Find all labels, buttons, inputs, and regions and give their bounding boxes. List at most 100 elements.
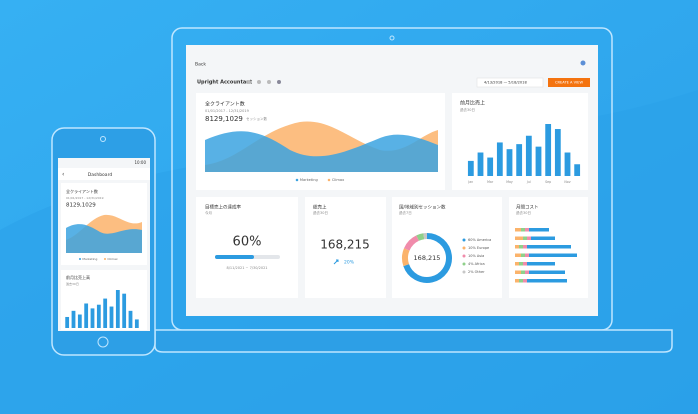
bar bbox=[564, 152, 571, 176]
panel-title: 前月比売上 bbox=[460, 100, 485, 107]
sales-total: 168,215 bbox=[320, 238, 370, 252]
legend-swatch bbox=[327, 178, 331, 182]
cost-segment bbox=[515, 279, 519, 283]
cost-segment bbox=[521, 270, 525, 274]
legend-label: Climax bbox=[332, 178, 345, 182]
icon[interactable] bbox=[247, 80, 251, 84]
legend-swatch bbox=[462, 246, 466, 250]
panel bbox=[196, 197, 298, 298]
date-range: 4/13/2018 — 5/18/2018 bbox=[484, 81, 527, 85]
bar bbox=[65, 316, 70, 328]
cost-segment bbox=[525, 270, 529, 274]
legend-label: Climax bbox=[107, 257, 118, 261]
legend-label: 10% Asia bbox=[468, 254, 484, 258]
cost-segment bbox=[527, 236, 531, 240]
camera bbox=[389, 35, 395, 41]
cost-segment bbox=[515, 228, 521, 232]
bar bbox=[477, 152, 484, 176]
donut-segment bbox=[403, 233, 452, 283]
panel-title: 国/地域別セッション数 bbox=[399, 204, 446, 211]
legend-label: 4% Africa bbox=[468, 262, 485, 266]
cost-segment bbox=[523, 236, 527, 240]
card-title: 前月比売上高 bbox=[66, 274, 90, 280]
phone-speaker bbox=[100, 136, 106, 142]
panel-subtitle: 過去30日 bbox=[516, 210, 531, 215]
bar bbox=[109, 306, 114, 328]
home-button bbox=[97, 336, 109, 348]
legend-label: 60% America bbox=[468, 238, 491, 242]
panel-subtitle: 今月 bbox=[205, 210, 212, 215]
x-tick-label: Nov bbox=[564, 180, 570, 184]
legend-label: 2% Other bbox=[468, 270, 485, 274]
cost-segment bbox=[529, 228, 549, 232]
cost-segment bbox=[521, 228, 525, 232]
cost-segment bbox=[531, 236, 555, 240]
bar bbox=[545, 124, 552, 176]
laptop-base bbox=[154, 329, 673, 353]
icon[interactable] bbox=[257, 80, 261, 84]
bar bbox=[103, 298, 108, 328]
cost-segment bbox=[527, 279, 567, 283]
legend-swatch bbox=[462, 262, 466, 266]
bar bbox=[525, 135, 532, 176]
x-tick-label: Mar bbox=[487, 180, 494, 184]
card-total: 8129,1029 bbox=[66, 203, 96, 209]
back-link[interactable]: Back bbox=[195, 62, 206, 68]
donut-segment bbox=[416, 233, 425, 241]
bar bbox=[506, 149, 513, 176]
cost-segment bbox=[519, 279, 523, 283]
cost-segment bbox=[515, 253, 521, 257]
trend-arrow bbox=[333, 259, 339, 265]
legend-swatch bbox=[462, 254, 466, 258]
panel-subtitle: 過去30日 bbox=[313, 210, 328, 215]
progress-bar bbox=[215, 255, 254, 259]
cost-segment bbox=[529, 270, 565, 274]
panel-subtitle: 過去7日 bbox=[399, 210, 412, 215]
legend-label: 10% Europe bbox=[468, 246, 489, 250]
user-icon[interactable] bbox=[580, 60, 586, 66]
bar bbox=[554, 129, 561, 176]
legend-swatch bbox=[462, 238, 466, 242]
cost-segment bbox=[525, 253, 529, 257]
donut-segment bbox=[402, 248, 410, 267]
phone-header bbox=[58, 168, 150, 180]
create-button[interactable] bbox=[548, 78, 590, 87]
bar bbox=[122, 293, 127, 328]
goal-dates: 8/11/2021 ~ 7/30/2021 bbox=[226, 266, 267, 270]
icon[interactable] bbox=[277, 80, 281, 84]
cost-segment bbox=[515, 262, 519, 266]
legend-swatch bbox=[78, 257, 82, 261]
cost-segment bbox=[519, 245, 523, 249]
date-picker[interactable] bbox=[476, 77, 544, 88]
panel-total: 8129,1029 bbox=[205, 115, 243, 123]
panel-title: 月間コスト bbox=[516, 205, 539, 211]
panel-title: 総売上 bbox=[313, 204, 327, 211]
x-tick-label: Jul bbox=[526, 180, 531, 184]
cost-segment bbox=[523, 279, 527, 283]
area bbox=[66, 224, 142, 253]
phone-title: Dashboard bbox=[88, 172, 113, 178]
bar bbox=[77, 314, 82, 328]
cost-segment bbox=[523, 262, 527, 266]
card-subtitle: 過去30日 bbox=[66, 281, 79, 286]
status-time: 10:00 bbox=[134, 160, 146, 165]
account-name: Upright Accountant bbox=[197, 80, 253, 86]
legend-swatch bbox=[103, 257, 107, 261]
panel-subtitle: 過去30日 bbox=[460, 107, 475, 112]
icon[interactable] bbox=[267, 80, 271, 84]
cost-segment bbox=[515, 236, 523, 240]
panel-unit: セッション数 bbox=[246, 116, 267, 121]
legend-swatch bbox=[295, 178, 299, 182]
cost-segment bbox=[523, 245, 527, 249]
legend-swatch bbox=[462, 270, 466, 274]
back-arrow[interactable]: ‹ bbox=[62, 171, 64, 178]
cost-segment bbox=[525, 228, 529, 232]
cost-segment bbox=[515, 270, 521, 274]
cost-segment bbox=[527, 245, 571, 249]
card-title: 全クライアント数 bbox=[66, 188, 98, 194]
card-subtitle: 01/01/2017 - 12/31/2019 bbox=[66, 196, 104, 200]
bar bbox=[90, 308, 95, 328]
area bbox=[205, 131, 438, 172]
goal-percent: 60% bbox=[233, 235, 262, 250]
bar bbox=[516, 144, 523, 176]
